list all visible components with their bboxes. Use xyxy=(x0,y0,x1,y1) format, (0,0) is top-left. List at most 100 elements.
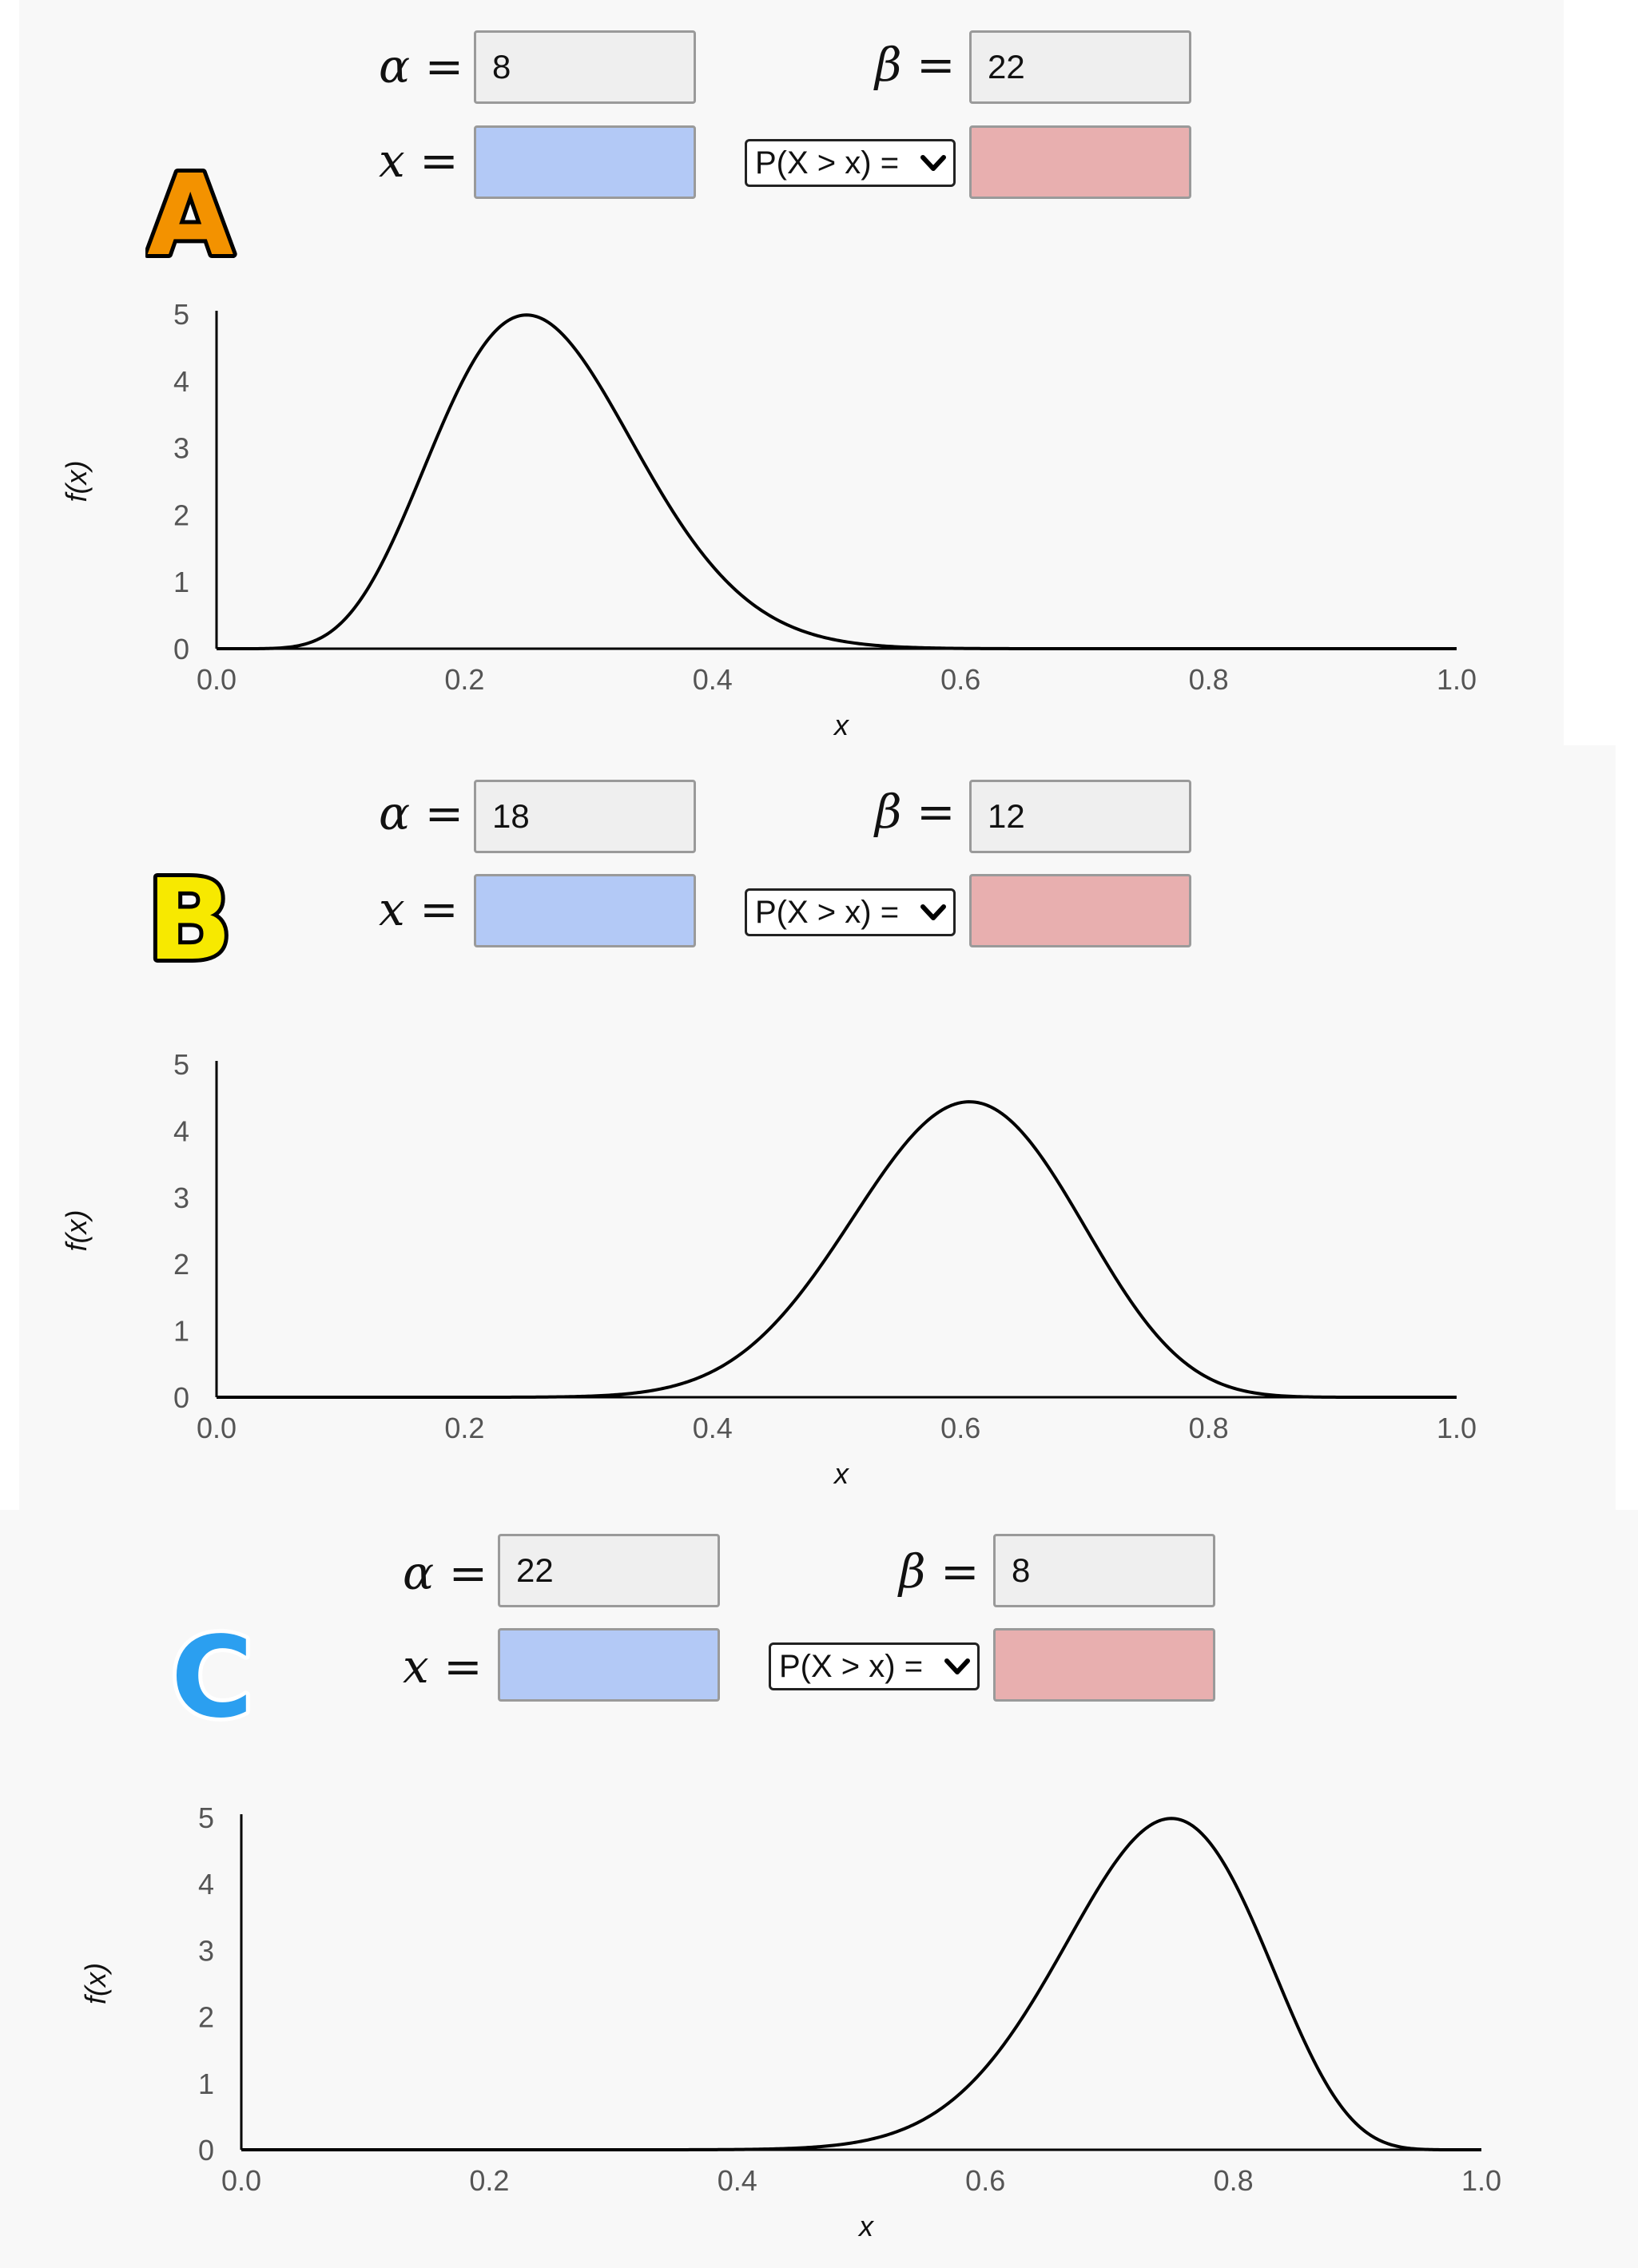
y-tick-label: 1 xyxy=(198,2067,214,2100)
x-label: x = xyxy=(379,886,459,932)
chevron-down-icon xyxy=(920,155,946,171)
alpha-input[interactable]: 22 xyxy=(498,1534,720,1607)
beta-label: β = xyxy=(875,42,956,88)
equals-sign: = xyxy=(419,133,459,188)
beta-input[interactable]: 22 xyxy=(969,30,1191,104)
equals-sign: = xyxy=(916,38,956,92)
beta-input[interactable]: 12 xyxy=(969,780,1191,853)
equals-sign: = xyxy=(424,39,464,93)
x-tick-label: 0.2 xyxy=(444,663,484,696)
probability-select[interactable]: P(X > x) = xyxy=(745,139,956,187)
chart-a: 0.0 0.2 0.4 0.6 0.8 1.0 0 1 2 3 4 5 x f(x) xyxy=(60,298,1477,741)
y-tick-label: 2 xyxy=(173,498,189,531)
badge-letter: C xyxy=(167,1609,257,1747)
y-tick-label: 0 xyxy=(173,633,189,665)
y-tick-label: 2 xyxy=(173,1248,189,1281)
y-tick-label: 1 xyxy=(173,566,189,598)
equals-sign: = xyxy=(424,786,464,840)
y-axis-title: f(x) xyxy=(79,1963,112,2004)
beta-label: β = xyxy=(899,1548,980,1595)
panel-badge: C xyxy=(167,1609,297,1756)
y-tick-label: 3 xyxy=(198,1934,214,1967)
alpha-label: α = xyxy=(379,790,463,836)
alpha-symbol: α xyxy=(379,39,411,93)
density-curve xyxy=(217,313,1457,650)
y-tick-label: 0 xyxy=(198,2134,214,2167)
equals-sign: = xyxy=(940,1544,980,1599)
x-symbol: x xyxy=(379,882,405,936)
alpha-label: α = xyxy=(403,1550,487,1596)
probability-select[interactable]: P(X > x) = xyxy=(769,1642,980,1690)
y-tick-label: 5 xyxy=(173,1048,189,1081)
x-axis-title: x xyxy=(833,1457,850,1490)
chevron-down-icon xyxy=(920,904,946,920)
y-tick-label: 4 xyxy=(173,365,189,398)
svg-text:B: B xyxy=(147,861,233,981)
y-axis-title: f(x) xyxy=(60,461,93,502)
y-tick-label: 4 xyxy=(198,1868,214,1901)
y-tick-label: 3 xyxy=(173,432,189,465)
x-tick-label: 0.8 xyxy=(1189,663,1229,696)
svg-text:A: A xyxy=(147,157,233,276)
x-input[interactable] xyxy=(474,874,696,947)
probability-output xyxy=(969,874,1191,947)
x-tick-label: 0.4 xyxy=(693,663,733,696)
x-symbol: x xyxy=(379,133,405,188)
equals-sign: = xyxy=(916,784,956,839)
x-symbol: x xyxy=(403,1639,429,1694)
probability-select-value: P(X > x) = xyxy=(755,894,900,930)
x-label: x = xyxy=(403,1643,483,1690)
x-tick-label: 0.2 xyxy=(469,2164,509,2197)
y-axis-title: f(x) xyxy=(60,1210,93,1252)
beta-label: β = xyxy=(875,788,956,835)
svg-text:C: C xyxy=(171,1619,253,1738)
alpha-symbol: α xyxy=(403,1546,435,1600)
probability-output xyxy=(969,125,1191,199)
x-tick-label: 0.6 xyxy=(940,663,980,696)
probability-select-value: P(X > x) = xyxy=(779,1648,924,1684)
probability-select-value: P(X > x) = xyxy=(755,145,900,181)
x-axis-title: x xyxy=(833,709,850,741)
chart-b: 0.0 0.2 0.4 0.6 0.8 1.0 0 1 2 3 4 5 x f(x) xyxy=(60,1048,1477,1490)
x-input[interactable] xyxy=(498,1628,720,1702)
x-tick-label: 0.0 xyxy=(197,1412,237,1444)
alpha-label: α = xyxy=(379,43,463,89)
density-curve xyxy=(217,1100,1457,1399)
x-tick-label: 0.2 xyxy=(444,1412,484,1444)
badge-letter: B xyxy=(143,852,237,990)
x-tick-label: 0.6 xyxy=(940,1412,980,1444)
x-input[interactable] xyxy=(474,125,696,199)
x-tick-label: 0.8 xyxy=(1214,2164,1254,2197)
y-tick-label: 4 xyxy=(173,1114,189,1147)
y-tick-label: 2 xyxy=(198,2001,214,2034)
probability-select[interactable]: P(X > x) = xyxy=(745,888,956,936)
chart-c: 0.0 0.2 0.4 0.6 0.8 1.0 0 1 2 3 4 5 x f(x) xyxy=(79,1801,1501,2242)
y-tick-label: 0 xyxy=(173,1381,189,1414)
x-tick-label: 0.0 xyxy=(197,663,237,696)
y-tick-label: 5 xyxy=(173,298,189,331)
panel-badge: B xyxy=(143,852,273,999)
x-tick-label: 1.0 xyxy=(1437,1412,1477,1444)
equals-sign: = xyxy=(448,1546,488,1600)
alpha-symbol: α xyxy=(379,786,411,840)
panel-a: A α = 8 β = 22 x = P(X > x) = 0.0 0.2 0.4 0… xyxy=(19,0,1564,745)
y-tick-label: 3 xyxy=(173,1182,189,1214)
equals-sign: = xyxy=(419,882,459,936)
y-tick-label: 1 xyxy=(173,1315,189,1348)
beta-symbol: β xyxy=(875,38,902,92)
x-axis-title: x xyxy=(857,2210,875,2242)
x-tick-label: 0.4 xyxy=(718,2164,757,2197)
equals-sign: = xyxy=(443,1639,483,1694)
panel-badge: A xyxy=(143,147,273,294)
x-tick-label: 0.4 xyxy=(693,1412,733,1444)
x-tick-label: 0.0 xyxy=(221,2164,261,2197)
beta-symbol: β xyxy=(899,1544,926,1599)
badge-letter: A xyxy=(143,147,237,285)
alpha-input[interactable]: 18 xyxy=(474,780,696,853)
beta-input[interactable]: 8 xyxy=(993,1534,1215,1607)
x-tick-label: 1.0 xyxy=(1437,663,1477,696)
alpha-input[interactable]: 8 xyxy=(474,30,696,104)
x-label: x = xyxy=(379,137,459,184)
panel-c: C α = 22 β = 8 x = P(X > x) = 0.0 0.2 0.4 0… xyxy=(0,1510,1638,2268)
y-tick-label: 5 xyxy=(198,1801,214,1834)
